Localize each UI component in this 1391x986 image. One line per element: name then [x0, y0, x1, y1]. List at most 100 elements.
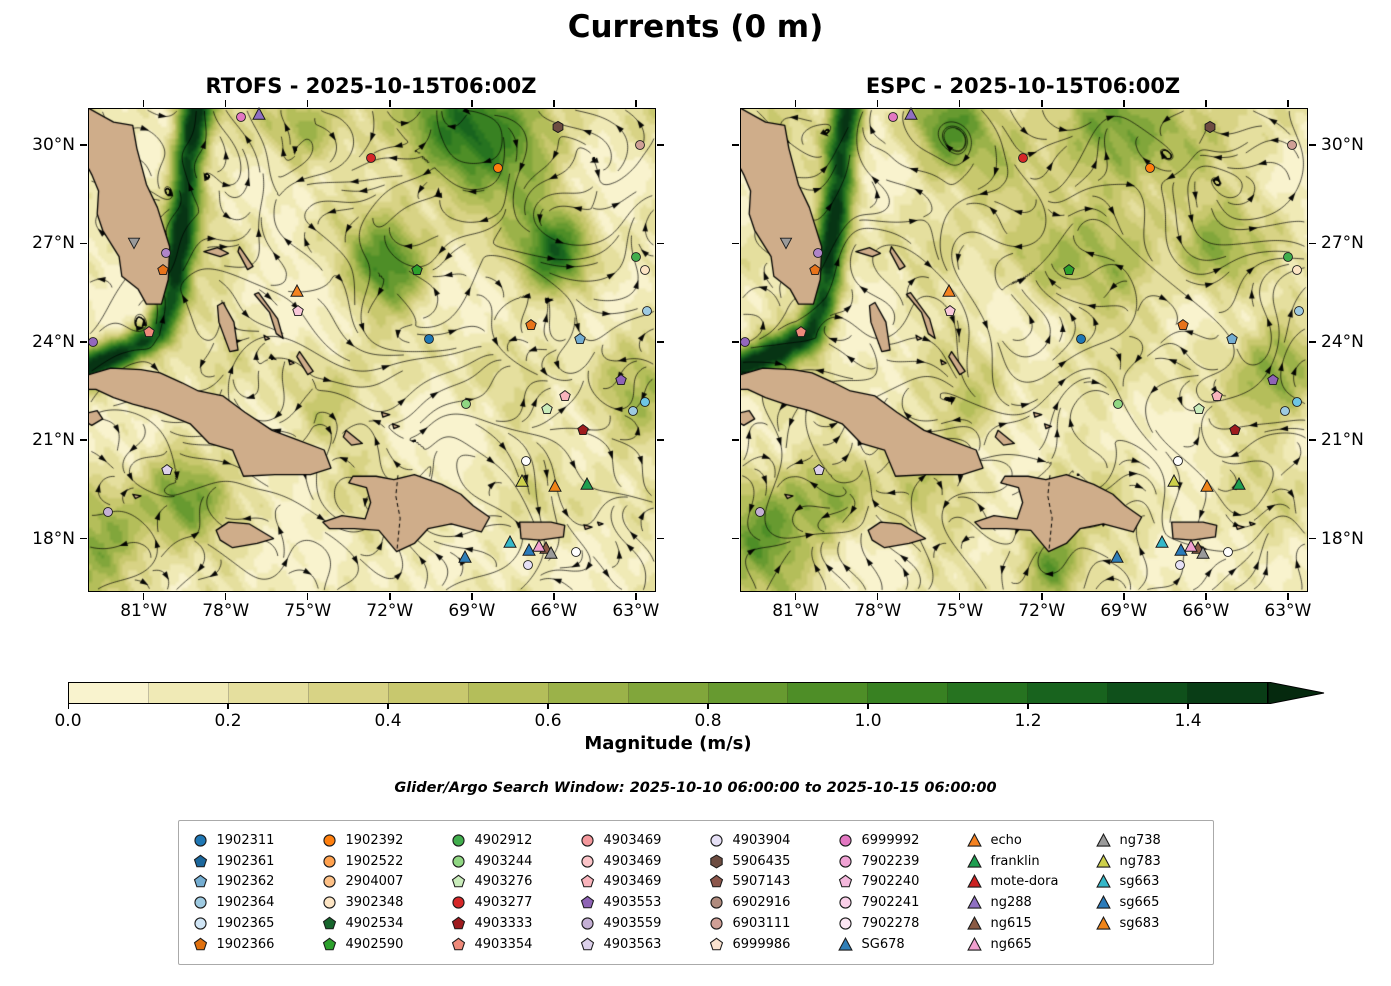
- legend-item-label: 4903469: [603, 853, 662, 869]
- legend-item: ng665: [966, 934, 1070, 955]
- legend-item-label: 5907143: [732, 874, 791, 890]
- legend-item-label: franklin: [990, 853, 1040, 869]
- legend-item-label: 1902361: [216, 853, 275, 869]
- lon-tick-label: 72°W: [1018, 601, 1066, 621]
- lat-tick-label: 18°N: [1321, 528, 1364, 549]
- legend-circle-icon: [193, 833, 208, 848]
- legend-item-label: 7902278: [861, 916, 920, 932]
- lat-axis-tick: [1309, 144, 1316, 146]
- figure-title: Currents (0 m): [567, 9, 824, 45]
- legend-circle-icon: [451, 833, 466, 848]
- legend-item: 5906435: [709, 851, 812, 872]
- legend-item: 7902241: [838, 892, 941, 913]
- colorbar-segment: [868, 683, 949, 703]
- legend-item: 1902366: [193, 934, 296, 955]
- colorbar-tick-label: 0.4: [374, 711, 402, 731]
- colorbar-tick-label: 1.4: [1174, 711, 1202, 731]
- map-plot-rtofs: 30°N 27°N 24°N 21°N 18°N 81°W 78°W 75°W 72°W 69°W…: [32, 100, 664, 621]
- legend-circle-icon: [193, 916, 208, 931]
- legend-circle-icon: [709, 833, 724, 848]
- legend-column: 4903469 4903469 4903469 4903553 4903559 49035…: [580, 830, 683, 955]
- colorbar-segment: [628, 683, 709, 703]
- legend-hexagon-icon: [709, 854, 724, 869]
- legend-item: 2904007: [322, 872, 425, 893]
- legend-item: 3902348: [322, 892, 425, 913]
- legend-item: SG678: [837, 934, 941, 955]
- legend-column: 4903904 5906435 5907143 6902916 6903111 69999…: [709, 830, 812, 955]
- lat-axis-tick: [657, 537, 664, 540]
- lat-axis-tick: [80, 537, 87, 540]
- legend-circle-icon: [580, 833, 595, 848]
- lat-axis-tick: [732, 341, 739, 343]
- lon-axis-tick: [1123, 593, 1125, 600]
- lon-axis-tick: [306, 100, 309, 107]
- legend-item: 4903469: [580, 872, 683, 893]
- colorbar-tick-label: 1.2: [1014, 711, 1042, 731]
- legend-item: 1902392: [322, 830, 425, 851]
- lat-axis-tick: [1309, 537, 1316, 540]
- lat-axis-tick: [80, 144, 87, 146]
- lon-axis-tick: [1123, 100, 1125, 107]
- legend-pentagon-icon: [322, 937, 337, 952]
- lon-tick-label: 81°W: [772, 601, 820, 621]
- legend-item: 4903904: [709, 830, 812, 851]
- legend-circle-icon: [580, 854, 595, 869]
- legend-triangle-icon: [837, 936, 853, 952]
- colorbar-segment: [148, 683, 229, 703]
- legend-triangle-icon: [966, 936, 982, 952]
- legend-item: 6999986: [709, 934, 812, 955]
- legend-item: 4903244: [451, 851, 554, 872]
- colorbar-segment: [1188, 683, 1268, 703]
- lat-tick-label: 30°N: [32, 135, 75, 156]
- legend: 1902311 1902361 1902362 1902364 1902365 19023…: [177, 820, 1214, 965]
- legend-item: 4903276: [451, 872, 554, 893]
- lat-tick-label: 21°N: [32, 430, 75, 451]
- legend-item-label: 6999992: [861, 832, 920, 848]
- lon-axis-tick: [142, 593, 145, 600]
- legend-item: 1902361: [193, 851, 296, 872]
- legend-item-label: ng738: [1119, 832, 1161, 848]
- legend-item-label: ng288: [990, 895, 1032, 911]
- lon-tick-label: 66°W: [1182, 601, 1230, 621]
- legend-item-label: SG678: [861, 936, 905, 952]
- lon-axis-tick: [1205, 100, 1207, 107]
- legend-item: 4903563: [580, 934, 683, 955]
- legend-pentagon-icon: [322, 916, 337, 931]
- legend-item-label: 4903354: [474, 936, 533, 952]
- legend-item-label: sg665: [1119, 895, 1160, 911]
- lon-axis-tick: [306, 593, 309, 600]
- legend-item-label: 4903333: [474, 916, 533, 932]
- colorbar-tick: [867, 704, 869, 709]
- legend-item-label: 4902590: [345, 936, 404, 952]
- legend-item-label: 1902365: [216, 916, 275, 932]
- legend-triangle-icon: [1095, 916, 1111, 931]
- legend-item-label: 4903553: [603, 895, 662, 911]
- legend-item-label: 4902534: [345, 916, 404, 932]
- legend-item: echo: [966, 830, 1070, 851]
- legend-item: 1902522: [322, 851, 425, 872]
- legend-item: 4903553: [580, 892, 683, 913]
- legend-item-label: 3902348: [345, 895, 404, 911]
- legend-item: 4902590: [322, 934, 425, 955]
- legend-item: 1902365: [193, 913, 296, 934]
- legend-item-label: ng783: [1119, 853, 1161, 869]
- colorbar-segment: [788, 683, 869, 703]
- lon-axis-tick: [1041, 100, 1043, 107]
- lat-axis-tick: [657, 341, 664, 343]
- lat-axis-tick: [732, 144, 739, 146]
- legend-item: 4903469: [580, 851, 683, 872]
- colorbar-segment: [228, 683, 309, 703]
- map-canvas-rtofs: [89, 109, 655, 591]
- legend-item-label: 1902366: [216, 936, 275, 952]
- legend-item: ng738: [1095, 830, 1199, 851]
- legend-pentagon-icon: [709, 937, 724, 952]
- lat-axis-tick: [80, 242, 87, 245]
- legend-item-label: sg663: [1119, 874, 1160, 890]
- legend-item-label: 4903563: [603, 936, 662, 952]
- lat-axis-tick: [732, 439, 739, 441]
- search-window-text: Glider/Argo Search Window: 2025-10-10 06…: [394, 780, 997, 796]
- legend-pentagon-icon: [193, 854, 208, 869]
- legend-item-label: 1902311: [216, 832, 275, 848]
- legend-triangle-icon: [966, 853, 982, 869]
